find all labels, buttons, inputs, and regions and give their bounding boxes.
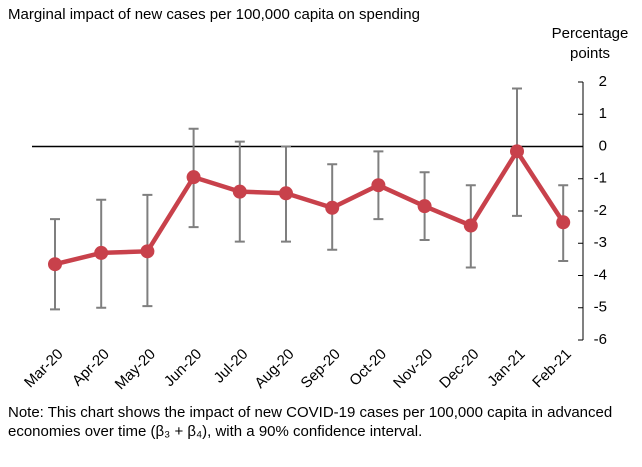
series-line: [54, 149, 566, 267]
point: [186, 170, 201, 185]
point: [48, 257, 62, 272]
x-tick-label: Apr-20: [69, 346, 113, 390]
x-tick-label: Sep-20: [298, 346, 344, 392]
point: [417, 199, 432, 214]
y-tick-label: -5: [594, 299, 607, 316]
y-tick-label: -3: [594, 234, 607, 251]
y-tick-label: -6: [594, 331, 607, 348]
x-tick-label: Feb-21: [529, 346, 575, 392]
x-tick-label: Mar-20: [21, 346, 67, 392]
y-tick-label: -4: [594, 266, 607, 283]
point: [279, 186, 293, 201]
point: [463, 218, 478, 233]
y-tick-label: -1: [594, 170, 607, 187]
point: [232, 184, 247, 199]
point: [94, 245, 109, 260]
point: [371, 178, 386, 193]
note: Note: This chart shows the impact of new…: [8, 404, 613, 440]
y-axis-label: Percentage points: [551, 25, 629, 62]
point: [556, 215, 571, 230]
y-tick-label: -2: [594, 202, 607, 219]
y-tick-label: 0: [599, 137, 607, 154]
point: [325, 200, 340, 215]
x-tick-label: Jun-20: [161, 346, 205, 390]
point: [510, 144, 524, 159]
x-tick-label: May-20: [112, 346, 159, 393]
chart-title: Marginal impact of new cases per 100,000…: [8, 6, 420, 23]
x-tick-label: Oct-20: [346, 346, 390, 390]
x-tick-label: Nov-20: [390, 346, 436, 392]
x-tick-label: Jul-20: [211, 346, 252, 387]
point: [140, 244, 155, 259]
x-tick-label: Dec-20: [436, 346, 482, 392]
x-tick-label: Jan-21: [484, 346, 528, 390]
y-tick-label: 2: [599, 73, 607, 90]
y-tick-label: 1: [599, 105, 607, 122]
x-tick-label: Aug-20: [251, 346, 297, 392]
